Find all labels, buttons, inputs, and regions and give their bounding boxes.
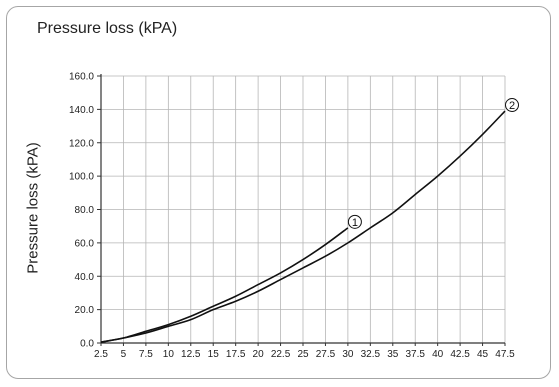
series-label: 1 [352,217,358,229]
y-tick-label: 40.0 [75,272,95,283]
x-tick-label: 2.5 [94,349,108,360]
chart-title: Pressure loss (kPA) [37,20,178,37]
grid [101,75,506,343]
x-tick-label: 25 [297,349,309,360]
series-line-2 [100,110,506,343]
series-marker-1: 1 [347,214,362,229]
y-tick-label: 140.0 [69,105,94,116]
series-marker-2: 2 [505,98,519,113]
y-tick-label: 160.0 [69,72,94,83]
x-tick-label: 22.5 [271,349,291,360]
y-tick-label: 120.0 [69,138,94,149]
series-line-1 [100,227,349,343]
marker-circle [505,98,519,113]
axes [97,74,506,346]
series-lines [100,110,506,343]
series-markers: 12 [347,98,519,229]
series-label: 2 [509,100,515,112]
x-tick-label: 27.5 [316,349,336,360]
x-tick-label: 32.5 [361,349,381,360]
x-tick-label: 35 [387,349,399,360]
y-tick-label: 80.0 [75,205,95,216]
x-tick-label: 17.5 [226,349,246,360]
x-tick-label: 10 [163,349,175,360]
x-tick-label: 30 [342,349,354,360]
x-tick-label: 42.5 [450,349,470,360]
x-tick-label: 40 [432,349,444,360]
x-tick-label: 47.5 [495,349,515,360]
y-tick-label: 100.0 [69,172,94,183]
y-axis-ticks: 0.0 20.0 40.0 60.0 80.0 100.0 120.0 140.0 160.0 [69,72,94,350]
x-tick-label: 5 [121,349,127,360]
x-tick-label: 12.5 [181,349,201,360]
x-tick-label: 15 [208,349,220,360]
y-tick-label: 0.0 [80,339,94,350]
x-axis-ticks: 2.5 5 7.5 10 12.5 15 17.5 20 22.5 25 27.5 30 32.5 35 3… [94,349,515,360]
y-tick-label: 20.0 [75,305,95,316]
x-tick-label: 7.5 [139,349,153,360]
x-tick-label: 37.5 [405,349,425,360]
marker-circle [347,214,362,229]
x-tick-label: 45 [477,349,489,360]
y-tick-label: 60.0 [75,238,95,249]
x-tick-label: 20 [253,349,265,360]
